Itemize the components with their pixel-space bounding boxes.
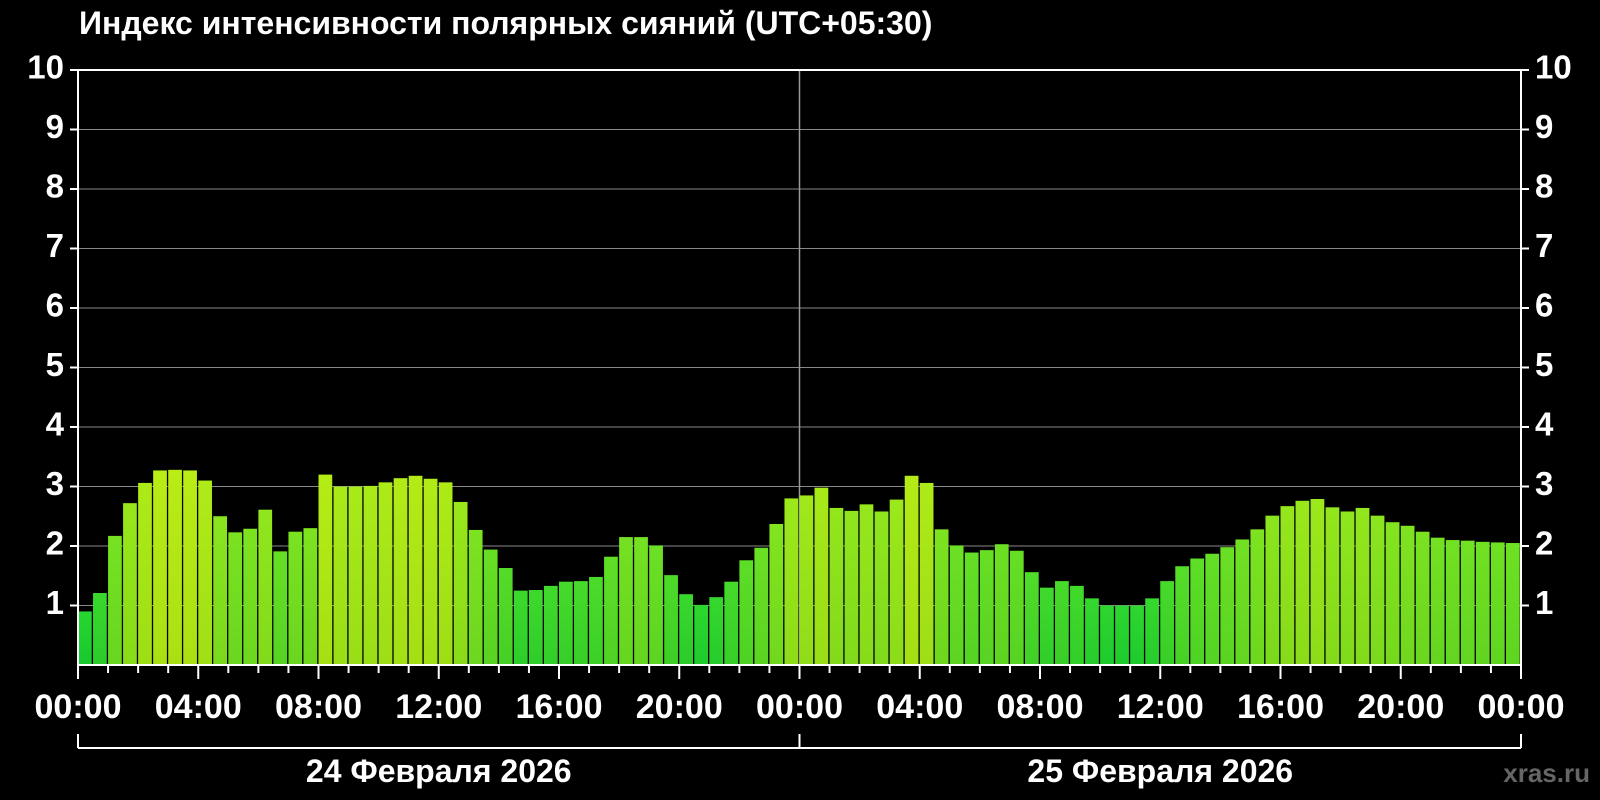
- svg-text:7: 7: [1535, 227, 1553, 264]
- svg-text:04:00: 04:00: [155, 688, 242, 726]
- svg-text:00:00: 00:00: [1478, 688, 1565, 726]
- svg-text:7: 7: [46, 227, 64, 264]
- svg-text:9: 9: [1535, 108, 1553, 145]
- svg-text:5: 5: [1535, 346, 1553, 383]
- svg-text:20:00: 20:00: [636, 688, 723, 726]
- svg-text:9: 9: [46, 108, 64, 145]
- svg-text:5: 5: [46, 346, 64, 383]
- svg-text:Индекс интенсивности полярных: Индекс интенсивности полярных сияний (UT…: [79, 5, 932, 41]
- svg-text:8: 8: [1535, 168, 1553, 205]
- svg-text:1: 1: [46, 584, 64, 621]
- svg-text:10: 10: [27, 49, 64, 86]
- svg-text:3: 3: [1535, 465, 1553, 502]
- svg-text:16:00: 16:00: [516, 688, 603, 726]
- svg-text:24 Февраля 2026: 24 Февраля 2026: [306, 753, 572, 789]
- svg-text:00:00: 00:00: [35, 688, 122, 726]
- svg-text:25 Февраля 2026: 25 Февраля 2026: [1027, 753, 1293, 789]
- svg-text:6: 6: [46, 287, 64, 324]
- svg-text:08:00: 08:00: [997, 688, 1084, 726]
- svg-text:4: 4: [1535, 406, 1554, 443]
- svg-text:1: 1: [1535, 584, 1553, 621]
- svg-text:00:00: 00:00: [756, 688, 843, 726]
- svg-text:04:00: 04:00: [876, 688, 963, 726]
- svg-text:2: 2: [46, 525, 64, 562]
- svg-text:10: 10: [1535, 49, 1572, 86]
- svg-text:8: 8: [46, 168, 64, 205]
- svg-text:08:00: 08:00: [275, 688, 362, 726]
- svg-text:12:00: 12:00: [395, 688, 482, 726]
- svg-text:6: 6: [1535, 287, 1553, 324]
- svg-text:16:00: 16:00: [1237, 688, 1324, 726]
- svg-text:3: 3: [46, 465, 64, 502]
- svg-text:4: 4: [46, 406, 65, 443]
- svg-text:20:00: 20:00: [1357, 688, 1444, 726]
- svg-text:12:00: 12:00: [1117, 688, 1204, 726]
- svg-text:xras.ru: xras.ru: [1503, 758, 1590, 788]
- svg-text:2: 2: [1535, 525, 1553, 562]
